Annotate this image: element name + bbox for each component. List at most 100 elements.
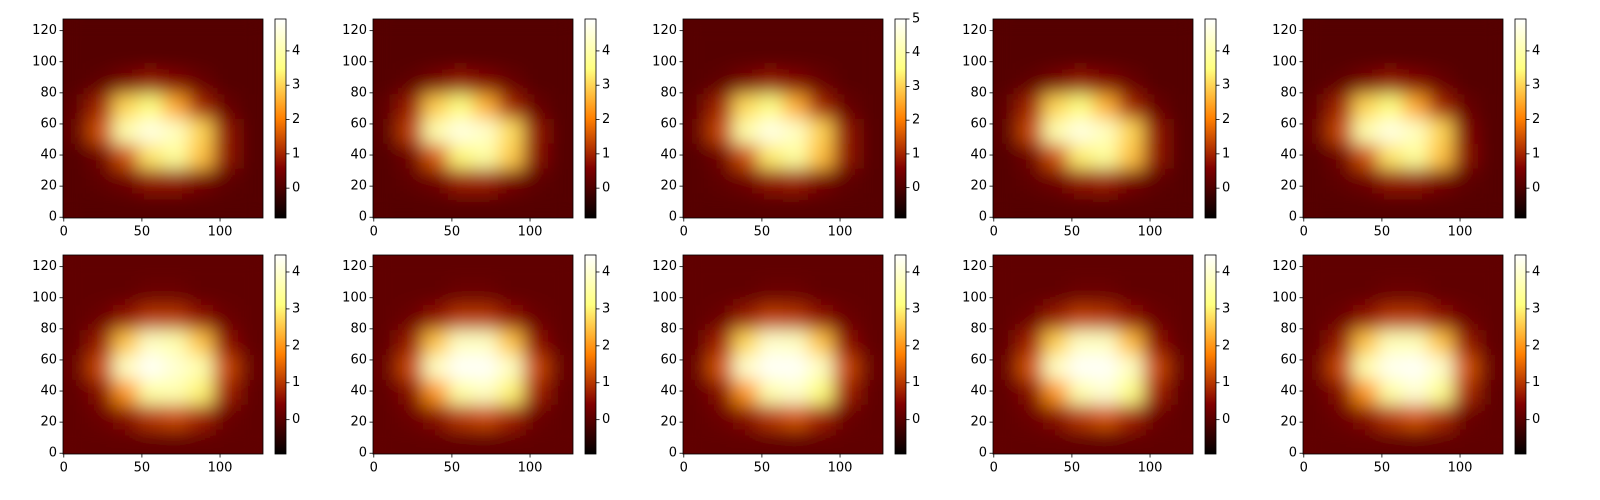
heatmap-cell xyxy=(1118,68,1144,95)
heatmap-cell xyxy=(448,43,474,70)
heatmap-cell xyxy=(783,19,809,45)
heatmap-cell xyxy=(1043,19,1069,45)
heatmap-cell xyxy=(398,68,424,95)
heatmap-cell xyxy=(1143,379,1169,405)
heatmap-cell xyxy=(858,404,883,430)
y-tick-label: 80 xyxy=(40,85,57,100)
heatmap-cell xyxy=(993,43,1019,70)
heatmap-cell xyxy=(1453,329,1479,355)
colorbar-tick-label: 1 xyxy=(1532,146,1540,161)
heatmap-cell xyxy=(373,304,399,331)
heatmap-cell xyxy=(1403,304,1429,331)
heatmap-cell xyxy=(833,68,859,95)
colorbar xyxy=(894,18,907,219)
heatmap-cell xyxy=(1018,43,1044,70)
heatmap-cell xyxy=(758,43,784,70)
colorbar-tick-label: 2 xyxy=(292,338,300,353)
heatmap-cell xyxy=(213,93,239,119)
heatmap-cell xyxy=(523,279,549,306)
heatmap-cell xyxy=(1478,304,1503,331)
y-tick-label: 20 xyxy=(660,179,677,194)
heatmap-cell xyxy=(398,143,424,169)
y-tick-label: 60 xyxy=(660,352,677,367)
heatmap-cell xyxy=(448,143,474,169)
heatmap-cell xyxy=(423,43,449,70)
heatmap-cell xyxy=(1328,354,1354,380)
heatmap-cell xyxy=(808,404,834,430)
heatmap-cell xyxy=(833,404,859,430)
heatmap-cell xyxy=(188,19,214,45)
colorbar-tick-label: 0 xyxy=(1532,412,1540,427)
heatmap-cell xyxy=(1353,68,1379,95)
heatmap-cell xyxy=(373,93,399,119)
heatmap-cell xyxy=(498,118,524,144)
heatmap-cell xyxy=(1428,19,1454,45)
y-tick-label: 80 xyxy=(970,85,987,100)
heatmap-cell xyxy=(733,304,759,331)
heatmap-cell xyxy=(113,329,139,355)
heatmap-cell xyxy=(1118,404,1144,430)
y-tick-label: 0 xyxy=(979,446,987,461)
y-tick-label: 40 xyxy=(1280,384,1297,399)
heatmap-cell xyxy=(783,304,809,331)
heatmap-cell xyxy=(1353,354,1379,380)
heatmap-cell xyxy=(833,118,859,144)
heatmap-cell xyxy=(1168,93,1193,119)
heatmap-cell xyxy=(1378,404,1404,430)
y-tick-label: 40 xyxy=(40,384,57,399)
x-tick-label: 100 xyxy=(208,225,233,240)
heatmap-cell xyxy=(683,354,709,380)
heatmap-cell xyxy=(1068,379,1094,405)
heatmap-cell xyxy=(1018,379,1044,405)
heatmap-cell xyxy=(808,329,834,355)
heatmap-cell xyxy=(498,43,524,70)
heatmap-cell xyxy=(808,255,834,281)
heatmap-cell xyxy=(1118,168,1144,194)
heatmap-cell xyxy=(473,279,499,306)
heatmap-cell xyxy=(523,68,549,95)
heatmap-cell xyxy=(213,168,239,194)
heatmap-cell xyxy=(238,93,263,119)
heatmap-cell xyxy=(1353,404,1379,430)
heatmap-cell xyxy=(398,279,424,306)
heatmap-cell xyxy=(548,429,573,454)
axes xyxy=(63,255,263,454)
heatmap-cell xyxy=(858,43,883,70)
heatmap-cell xyxy=(993,168,1019,194)
heatmap-cell xyxy=(548,279,573,306)
heatmap-cell xyxy=(473,379,499,405)
x-tick-label: 0 xyxy=(370,225,378,240)
heatmap-cell xyxy=(1328,304,1354,331)
heatmap-cell xyxy=(523,379,549,405)
heatmap xyxy=(683,255,883,454)
x-tick-label: 100 xyxy=(1448,225,1473,240)
heatmap-cell xyxy=(993,93,1019,119)
heatmap-cell xyxy=(1093,379,1119,405)
colorbar-tick-label: 0 xyxy=(912,180,920,195)
heatmap-cell xyxy=(88,429,114,454)
heatmap-cell xyxy=(808,354,834,380)
heatmap-cell xyxy=(88,404,114,430)
colorbar xyxy=(584,18,597,219)
heatmap-cell xyxy=(1018,304,1044,331)
heatmap-cell xyxy=(88,143,114,169)
heatmap-cell xyxy=(808,43,834,70)
heatmap-cell xyxy=(88,168,114,194)
heatmap-cell xyxy=(473,193,499,218)
heatmap-cell xyxy=(683,429,709,454)
heatmap-cell xyxy=(1068,93,1094,119)
heatmap-cell xyxy=(523,118,549,144)
heatmap-cell xyxy=(238,118,263,144)
heatmap-cell xyxy=(1328,168,1354,194)
y-tick-label: 100 xyxy=(962,290,987,305)
heatmap-cell xyxy=(683,193,709,218)
heatmap-cell xyxy=(1168,118,1193,144)
colorbar-tick-label: 0 xyxy=(602,181,610,196)
heatmap-cell xyxy=(1093,193,1119,218)
heatmap-cell xyxy=(138,304,164,331)
x-tick-label: 0 xyxy=(990,461,998,476)
heatmap-cell xyxy=(523,304,549,331)
axes-frame xyxy=(992,254,1194,455)
y-tick-label: 100 xyxy=(1272,54,1297,69)
colorbar-tick-label: 0 xyxy=(602,412,610,427)
